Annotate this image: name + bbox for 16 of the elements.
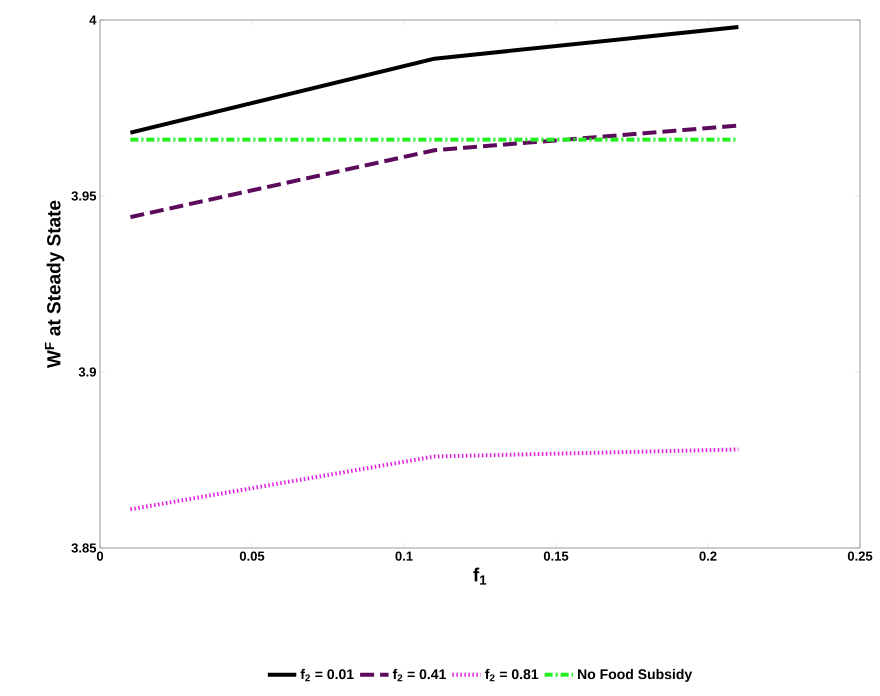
y-tick-label: 3.95 (71, 191, 96, 201)
legend-label: f$_{2}$ = 0.81 (485, 668, 538, 682)
x-tick-label: 0.2 (699, 552, 717, 561)
y-tick-label: 3.85 (71, 543, 96, 553)
legend-label: f$_{2}$ = 0.01 (300, 668, 354, 682)
y-tick-label: 4 (89, 16, 96, 24)
legend-label: f$_{2}$ = 0.41 (392, 668, 446, 682)
x-axis-title: f$_{1}$ (473, 568, 486, 585)
x-tick-label: 0 (96, 552, 104, 561)
x-tick-label: 0.05 (240, 552, 264, 561)
y-tick-label: 3.9 (78, 367, 96, 377)
x-tick-label: 0.1 (395, 552, 413, 561)
x-tick-label: 0.15 (544, 552, 568, 561)
x-tick-label: 0.25 (848, 552, 872, 561)
legend-label: No Food Subsidy (578, 668, 692, 682)
y-axis-title: W$^{F}$ at Steady State (44, 200, 64, 368)
